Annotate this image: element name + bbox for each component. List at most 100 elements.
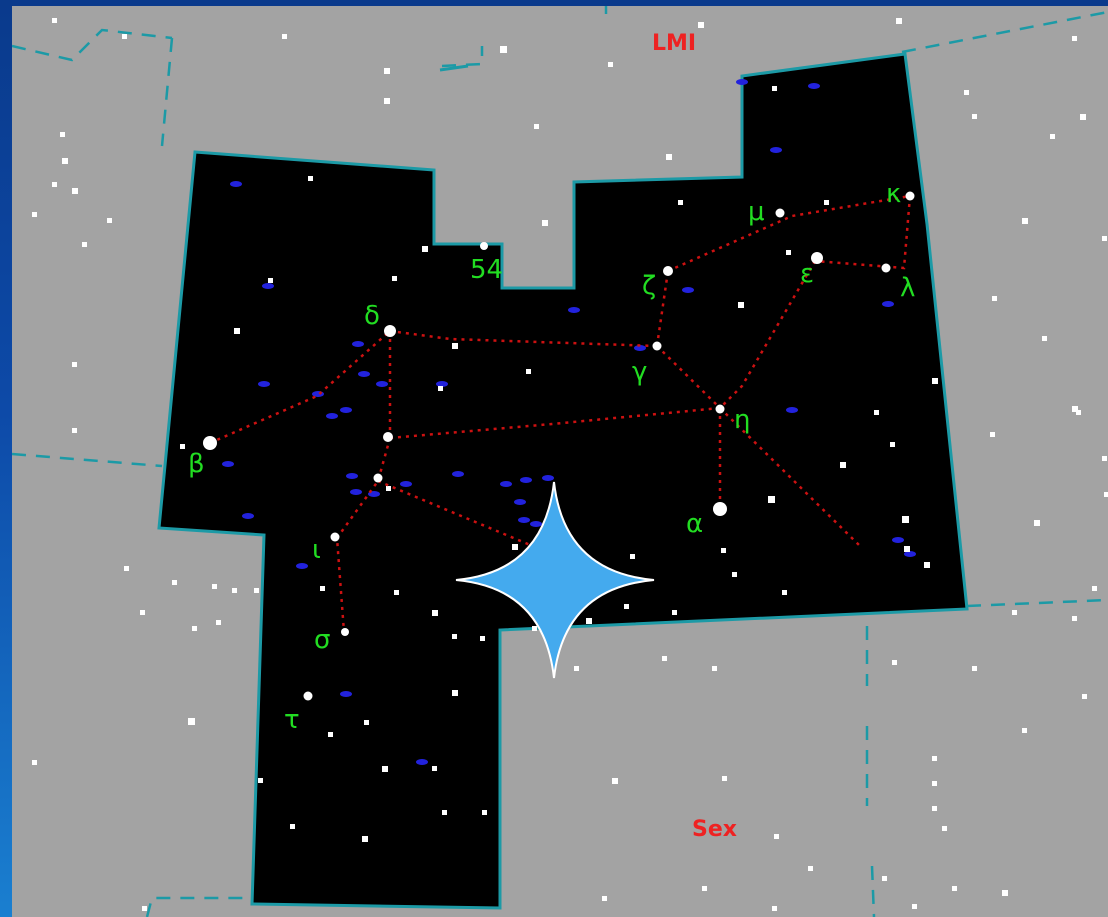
star — [1102, 456, 1107, 461]
star — [384, 68, 390, 74]
star — [782, 590, 787, 595]
star — [1022, 728, 1027, 733]
star — [702, 886, 707, 891]
star — [212, 584, 217, 589]
label-lambda: λ — [900, 273, 915, 303]
galaxy — [358, 371, 370, 377]
star — [1072, 406, 1078, 412]
star — [480, 636, 485, 641]
star-chi — [373, 473, 383, 483]
star — [452, 634, 457, 639]
star — [942, 826, 947, 831]
star — [772, 86, 777, 91]
star — [172, 580, 177, 585]
star — [258, 778, 263, 783]
star — [608, 62, 613, 67]
star — [992, 296, 997, 301]
star — [180, 444, 185, 449]
star — [612, 778, 618, 784]
star — [824, 200, 829, 205]
star — [882, 876, 887, 881]
star — [774, 834, 779, 839]
star-lambda — [881, 263, 891, 273]
star — [932, 756, 937, 761]
star — [1072, 616, 1077, 621]
star — [768, 496, 775, 503]
galaxy — [340, 407, 352, 413]
star — [932, 378, 938, 384]
star — [52, 182, 57, 187]
star — [234, 328, 240, 334]
star — [124, 566, 129, 571]
star — [972, 666, 977, 671]
star — [534, 124, 539, 129]
star — [666, 154, 672, 160]
galaxy — [296, 563, 308, 569]
star-54 — [480, 242, 488, 250]
star — [282, 34, 287, 39]
star — [32, 760, 37, 765]
star-gamma — [652, 341, 662, 351]
star — [672, 610, 677, 615]
star — [586, 618, 592, 624]
galaxy — [808, 83, 820, 89]
star — [840, 462, 846, 468]
galaxy — [346, 473, 358, 479]
star — [232, 588, 237, 593]
star — [732, 572, 737, 577]
star — [188, 718, 195, 725]
star — [1104, 492, 1108, 497]
star — [602, 896, 607, 901]
star — [442, 810, 447, 815]
label-tau: τ — [284, 705, 300, 735]
label-delta: δ — [364, 301, 380, 331]
star — [542, 220, 548, 226]
star — [526, 369, 531, 374]
galaxy — [500, 481, 512, 487]
star-beta — [203, 436, 217, 450]
star — [72, 428, 77, 433]
neighbor-label-south: Sex — [692, 817, 737, 842]
star — [1076, 410, 1081, 415]
star — [1002, 890, 1008, 896]
galaxy — [222, 461, 234, 467]
label-epsilon: ε — [800, 259, 814, 289]
label-eta: η — [734, 405, 750, 435]
star — [964, 90, 969, 95]
star — [1072, 36, 1077, 41]
star — [72, 188, 78, 194]
star — [1012, 610, 1017, 615]
four-point-star-icon — [455, 481, 655, 679]
star — [140, 610, 145, 615]
star — [932, 781, 937, 786]
label-beta: β — [188, 449, 205, 479]
star — [1034, 520, 1040, 526]
star — [624, 604, 629, 609]
label-zeta: ζ — [642, 271, 656, 301]
star — [1102, 236, 1107, 241]
galaxy — [230, 181, 242, 187]
star — [1042, 336, 1047, 341]
star — [698, 22, 704, 28]
star — [107, 218, 112, 223]
star — [890, 442, 895, 447]
label-alpha: α — [686, 509, 703, 539]
star — [662, 656, 667, 661]
galaxy — [520, 477, 532, 483]
star — [142, 906, 147, 911]
star — [678, 200, 683, 205]
galaxy — [736, 79, 748, 85]
star-kappa — [905, 191, 915, 201]
star — [738, 302, 744, 308]
star — [382, 766, 388, 772]
star-field — [32, 18, 1108, 911]
star — [482, 810, 487, 815]
star — [308, 176, 313, 181]
star-map: α β γ δ ε ζ η ι κ λ μ σ τ 54 LMI Sex — [12, 6, 1108, 917]
label-iota: ι — [312, 535, 321, 565]
galaxy — [542, 475, 554, 481]
label-kappa: κ — [886, 179, 901, 209]
galaxy — [514, 499, 526, 505]
galaxy — [400, 481, 412, 487]
galaxy — [634, 345, 646, 351]
